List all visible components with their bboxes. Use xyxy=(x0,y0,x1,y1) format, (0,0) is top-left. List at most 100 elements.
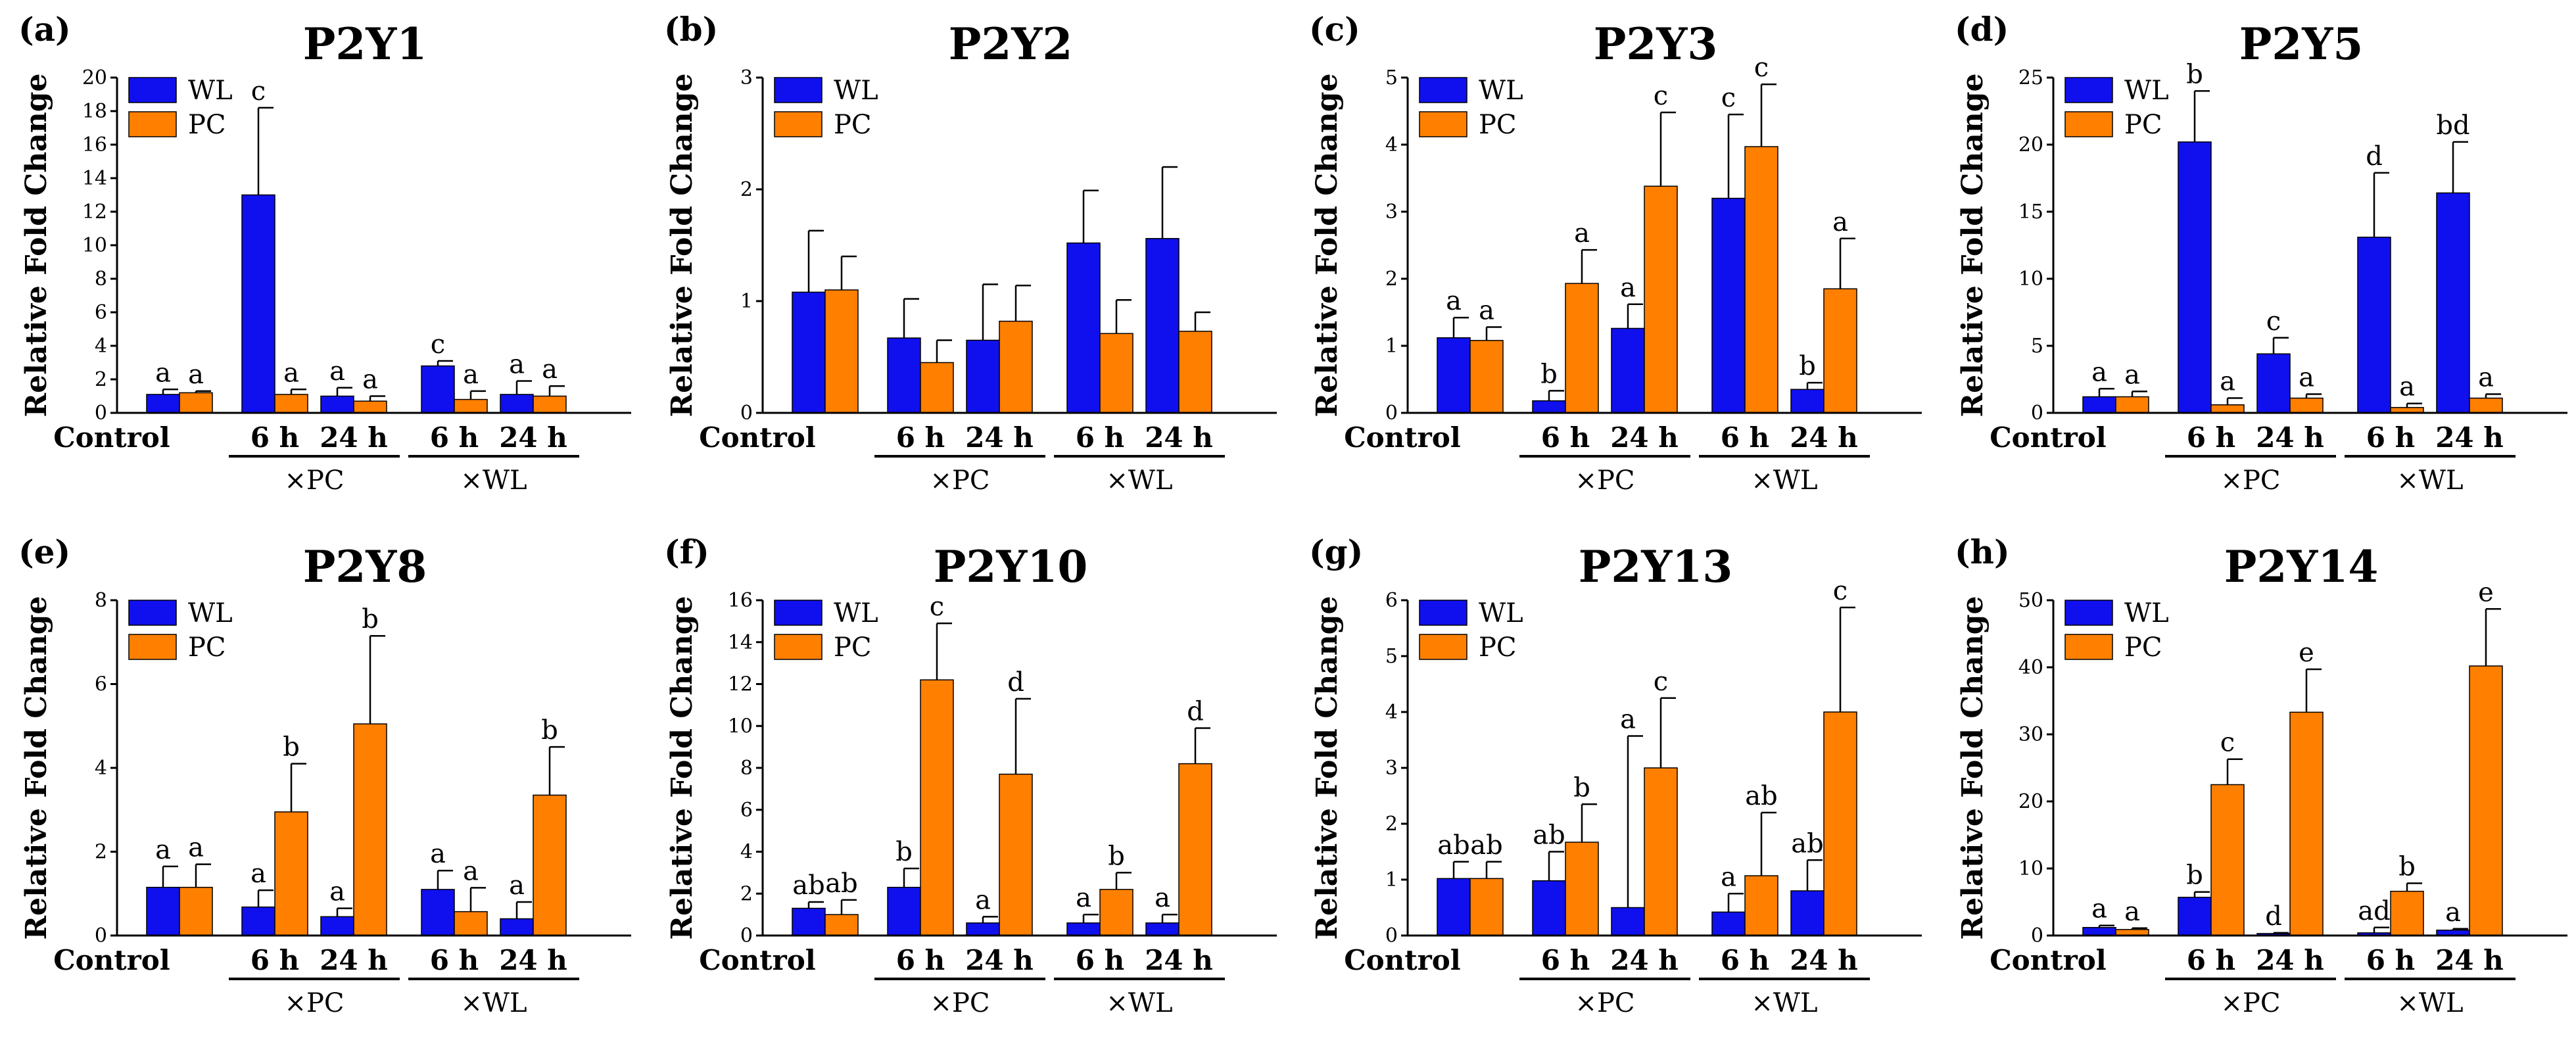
x-label-control: Control xyxy=(699,944,815,976)
significance-label: ab xyxy=(1791,828,1823,859)
legend-swatch-pc xyxy=(128,634,177,660)
y-tick-label: 2 xyxy=(1385,268,1398,291)
legend-swatch-wl xyxy=(774,77,823,103)
bar-pc xyxy=(1644,767,1678,936)
bar-wl xyxy=(1611,327,1645,414)
x-label-time: 24 h xyxy=(2435,421,2504,454)
x-label-control: Control xyxy=(699,421,815,454)
y-tick-label: 10 xyxy=(2018,268,2043,291)
significance-label: b xyxy=(541,715,558,746)
significance-label: d xyxy=(1187,696,1204,726)
y-tick-label: 4 xyxy=(95,757,107,780)
significance-label: b xyxy=(2186,59,2203,89)
panel-letter: (e) xyxy=(18,533,70,571)
x-label-time: 24 h xyxy=(1610,421,1679,454)
significance-label: d xyxy=(2265,901,2282,932)
bar-pc xyxy=(179,886,213,936)
bar-pc xyxy=(1178,331,1212,414)
bar-wl xyxy=(2082,396,2116,414)
bar-pc xyxy=(999,773,1033,936)
y-tick-label: 10 xyxy=(2018,857,2043,880)
y-tick-label: 16 xyxy=(82,133,107,156)
significance-label: c xyxy=(1833,576,1848,606)
y-tick-label: 5 xyxy=(1385,645,1398,668)
x-label-control: Control xyxy=(1990,944,2106,976)
x-label-time: 24 h xyxy=(2435,944,2504,976)
bar-pc xyxy=(533,395,567,414)
legend-label-wl: WL xyxy=(2124,598,2169,629)
y-tick-label: 6 xyxy=(95,673,107,696)
bar-pc xyxy=(1744,146,1778,414)
bar-wl xyxy=(2178,897,2212,936)
y-tick-label: 3 xyxy=(1385,757,1398,780)
bar-wl xyxy=(1437,878,1471,936)
legend-label-wl: WL xyxy=(2124,76,2169,106)
y-tick-label: 2 xyxy=(740,882,753,905)
significance-label: b xyxy=(1540,359,1558,389)
y-tick-label: 10 xyxy=(728,715,753,738)
bar-pc xyxy=(353,723,387,936)
x-label-control: Control xyxy=(1344,944,1460,976)
bar-wl xyxy=(146,394,180,414)
bar-pc xyxy=(824,289,859,414)
bar-wl xyxy=(500,918,534,936)
legend-label-pc: PC xyxy=(1479,632,1517,663)
y-tick-label: 50 xyxy=(2018,589,2043,612)
panel-p2y2: (b) P2Y2 Relative Fold Change 0 1 2 3 Control 6 … xyxy=(664,10,1277,496)
bar-pc xyxy=(2210,404,2245,414)
y-axis-label: Relative Fold Change xyxy=(20,74,53,417)
x-label-time: 24 h xyxy=(320,421,388,454)
bar-pc xyxy=(1565,842,1599,936)
legend-label-pc: PC xyxy=(2124,632,2162,663)
group-label-wl: ×WL xyxy=(1106,988,1172,1018)
x-label-time: 24 h xyxy=(1145,421,1213,454)
significance-label: c xyxy=(1721,83,1736,113)
bar-wl xyxy=(2436,192,2470,414)
y-tick-label: 0 xyxy=(1385,402,1398,425)
significance-label: a xyxy=(1446,286,1462,316)
significance-label: a xyxy=(2299,362,2314,392)
significance-label: a xyxy=(542,354,558,385)
legend-label-pc: PC xyxy=(1479,110,1517,140)
chart-title: P2Y5 xyxy=(2239,18,2364,70)
y-axis-label: Relative Fold Change xyxy=(665,596,699,940)
y-tick-label: 40 xyxy=(2018,656,2043,679)
y-tick-label: 15 xyxy=(2018,201,2043,224)
legend-label-wl: WL xyxy=(834,76,878,106)
y-tick-label: 5 xyxy=(2031,335,2043,358)
group-label-pc: ×PC xyxy=(2220,988,2280,1018)
y-tick-label: 4 xyxy=(95,335,107,358)
chart-title: P2Y3 xyxy=(1594,18,1718,70)
y-tick-label: 8 xyxy=(740,757,753,780)
bar-wl xyxy=(241,906,275,936)
y-tick-label: 20 xyxy=(2018,790,2043,813)
legend-label-wl: WL xyxy=(1479,76,1523,106)
significance-label: e xyxy=(2299,638,2314,668)
significance-label: a xyxy=(1620,273,1636,303)
y-tick-label: 12 xyxy=(728,673,753,696)
x-label-time: 24 h xyxy=(965,944,1034,976)
significance-label: d xyxy=(1007,667,1024,698)
significance-label: ab xyxy=(1533,820,1565,851)
panel-letter: (g) xyxy=(1309,533,1363,571)
group-label-pc: ×PC xyxy=(1575,988,1634,1018)
bar-pc xyxy=(2469,665,2503,936)
y-tick-label: 0 xyxy=(95,402,107,425)
significance-label: c xyxy=(2220,728,2235,758)
x-label-control: Control xyxy=(53,421,170,454)
x-label-time: 6 h xyxy=(2187,421,2235,454)
y-tick-label: 3 xyxy=(740,66,753,89)
chart-title: P2Y10 xyxy=(934,541,1088,592)
bar-wl xyxy=(1711,911,1746,936)
significance-label: b xyxy=(895,837,913,867)
significance-label: a xyxy=(1076,883,1091,913)
y-tick-label: 0 xyxy=(1385,924,1398,947)
group-label-wl: ×WL xyxy=(2397,988,2463,1018)
bar-wl xyxy=(1790,389,1825,414)
y-tick-label: 1 xyxy=(1385,868,1398,891)
legend-label-pc: PC xyxy=(834,632,872,663)
legend-swatch-pc xyxy=(2064,634,2113,660)
bar-pc xyxy=(179,392,213,414)
